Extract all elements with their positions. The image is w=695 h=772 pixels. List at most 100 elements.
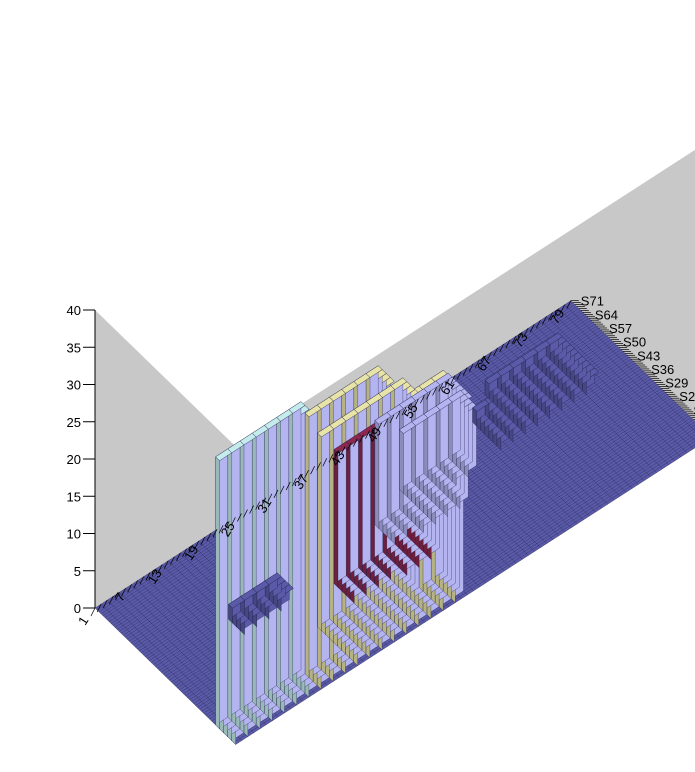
x-tick xyxy=(359,434,364,443)
x-tick xyxy=(273,489,279,498)
x-tick xyxy=(420,395,425,404)
x-tick xyxy=(90,607,96,617)
surface-column xyxy=(345,433,363,580)
x-tick xyxy=(395,410,401,420)
x-tick xyxy=(133,580,139,589)
surface-column xyxy=(317,424,335,631)
x-tick xyxy=(316,462,322,471)
x-tick-label: 61 xyxy=(437,377,457,397)
x-tick xyxy=(285,481,291,491)
y-tick-label: S64 xyxy=(595,307,618,322)
x-tick xyxy=(328,454,334,463)
x-tick xyxy=(249,505,254,514)
x-tick xyxy=(499,343,505,353)
x-tick xyxy=(145,572,151,581)
x-tick-label: 37 xyxy=(291,472,311,492)
surface-column xyxy=(264,417,281,698)
surface-column xyxy=(411,413,429,486)
x-tick xyxy=(224,521,230,530)
surface-column xyxy=(447,390,465,463)
x-tick xyxy=(432,387,437,396)
x-tick xyxy=(560,304,566,313)
x-tick xyxy=(115,592,120,601)
x-tick-label: 19 xyxy=(181,543,201,563)
x-tick-label: 43 xyxy=(327,448,347,468)
x-tick xyxy=(542,316,547,325)
x-tick xyxy=(151,568,157,577)
x-tick xyxy=(200,536,206,546)
x-tick xyxy=(548,312,553,321)
surface-column xyxy=(239,432,257,714)
floor-gridline xyxy=(454,375,596,513)
surface-column xyxy=(374,412,392,529)
x-tick xyxy=(298,473,303,483)
x-tick-label: 25 xyxy=(218,519,238,539)
x-tick xyxy=(444,379,450,388)
x-tick xyxy=(377,422,383,431)
x-tick xyxy=(121,588,126,597)
x-tick xyxy=(566,300,572,309)
x-tick xyxy=(383,418,389,428)
x-tick xyxy=(218,525,224,534)
x-tick xyxy=(511,335,517,345)
x-tick-label: 1 xyxy=(75,614,92,628)
x-tick xyxy=(517,332,523,341)
x-tick xyxy=(450,375,456,384)
surface-column xyxy=(484,371,502,400)
z-tick-label: 40 xyxy=(67,303,81,318)
y-tick-label: S71 xyxy=(581,294,604,309)
x-tick-label: 67 xyxy=(474,354,494,374)
y-tick-label: S22 xyxy=(679,389,695,404)
x-tick xyxy=(401,406,407,416)
x-tick xyxy=(243,509,248,518)
z-tick-label: 10 xyxy=(67,527,81,542)
x-tick xyxy=(212,529,218,538)
floor-gridline xyxy=(552,312,694,450)
x-tick xyxy=(474,359,480,368)
x-tick xyxy=(352,438,358,447)
x-tick-label: 55 xyxy=(401,401,421,421)
x-tick xyxy=(468,363,474,372)
x-tick-label: 13 xyxy=(144,566,164,586)
x-tick xyxy=(279,485,285,495)
x-tick xyxy=(456,371,462,380)
x-tick xyxy=(163,560,169,569)
x-tick xyxy=(310,466,315,475)
x-tick xyxy=(322,458,328,467)
x-tick xyxy=(505,339,511,349)
x-tick xyxy=(426,391,431,400)
y-tick-label: S36 xyxy=(651,362,674,377)
y-axis: S1S8S15S22S29S36S43S50S57S64S71 xyxy=(570,294,695,420)
x-tick xyxy=(438,383,444,392)
floor-gridline xyxy=(564,304,695,432)
x-tick xyxy=(96,603,102,613)
x-tick xyxy=(194,540,200,550)
y-tick-label: S43 xyxy=(637,348,660,363)
x-tick-label: 73 xyxy=(510,330,530,350)
surface-mesh xyxy=(215,332,599,745)
surface-column xyxy=(399,421,417,494)
surface-column xyxy=(304,404,322,678)
x-tick xyxy=(230,517,236,526)
floor-gridline xyxy=(460,371,602,509)
floor-gridline xyxy=(94,607,236,745)
x-tick-label: 31 xyxy=(254,495,274,515)
x-tick xyxy=(554,308,559,317)
z-tick-label: 25 xyxy=(67,415,81,430)
x-tick xyxy=(529,324,535,333)
z-tick-label: 5 xyxy=(74,564,81,579)
z-axis: 0 5 10 15 20 25 30 35 40 xyxy=(67,303,96,616)
x-tick xyxy=(188,544,193,554)
x-tick xyxy=(389,414,395,424)
surface-column xyxy=(472,399,490,427)
x-tick-label: 49 xyxy=(364,425,384,445)
x-tick xyxy=(206,532,212,542)
x-tick xyxy=(407,402,413,412)
x-tick xyxy=(182,548,187,558)
x-tick xyxy=(261,497,267,506)
surface-column xyxy=(276,409,294,690)
x-tick xyxy=(255,501,261,510)
x-tick xyxy=(340,446,346,455)
x-tick xyxy=(102,599,108,609)
